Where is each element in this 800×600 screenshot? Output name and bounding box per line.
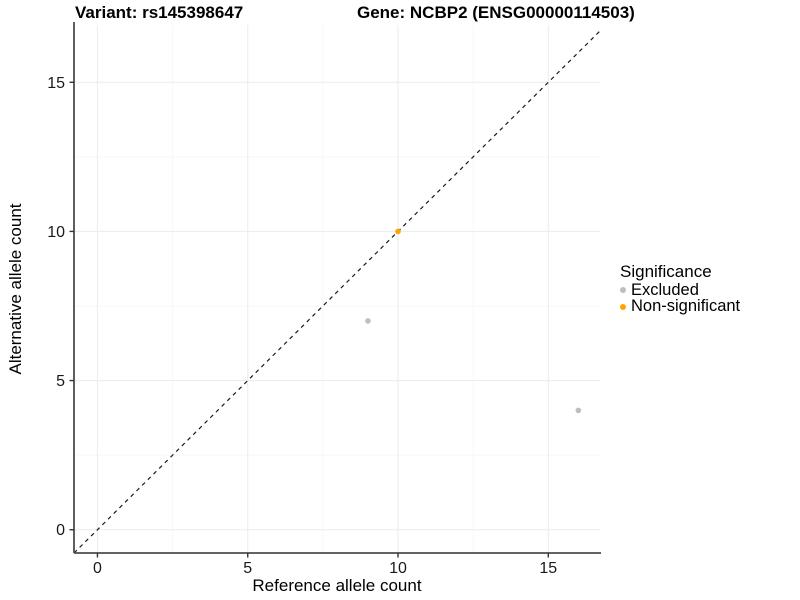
data-point-non-significant: [395, 228, 401, 235]
y-tick-label: 15: [47, 75, 65, 92]
data-point-excluded: [365, 318, 371, 324]
legend-item-non-significant: Non-significant: [620, 297, 741, 316]
legend-title: Significance: [620, 262, 712, 281]
legend-dot-icon: [620, 287, 626, 294]
x-axis-title: Reference allele count: [252, 576, 422, 595]
x-tick-label: 5: [243, 560, 252, 577]
plot-title-gene: Gene: NCBP2 (ENSG00000114503): [357, 3, 635, 22]
legend-item-excluded: Excluded: [620, 280, 740, 299]
plot-title-variant: Variant: rs145398647: [75, 3, 244, 22]
y-tick-label: 5: [56, 373, 65, 390]
x-tick-label: 15: [539, 560, 557, 577]
legend-item-label: Non-significant: [631, 297, 741, 316]
legend-item-label: Excluded: [631, 280, 699, 299]
legend-dot-icon: [620, 303, 626, 310]
data-point-excluded: [575, 407, 582, 414]
y-tick-label: 0: [56, 522, 65, 539]
y-axis-title: Alternative allele count: [6, 203, 25, 375]
x-tick-label: 0: [93, 560, 102, 577]
legend-items: Excluded Non-significant: [620, 280, 741, 316]
legend: Significance Excluded Non-significant: [620, 262, 740, 315]
y-tick-label: 10: [47, 224, 65, 241]
x-tick-label: 10: [389, 560, 407, 577]
identity-line: [73, 30, 601, 554]
